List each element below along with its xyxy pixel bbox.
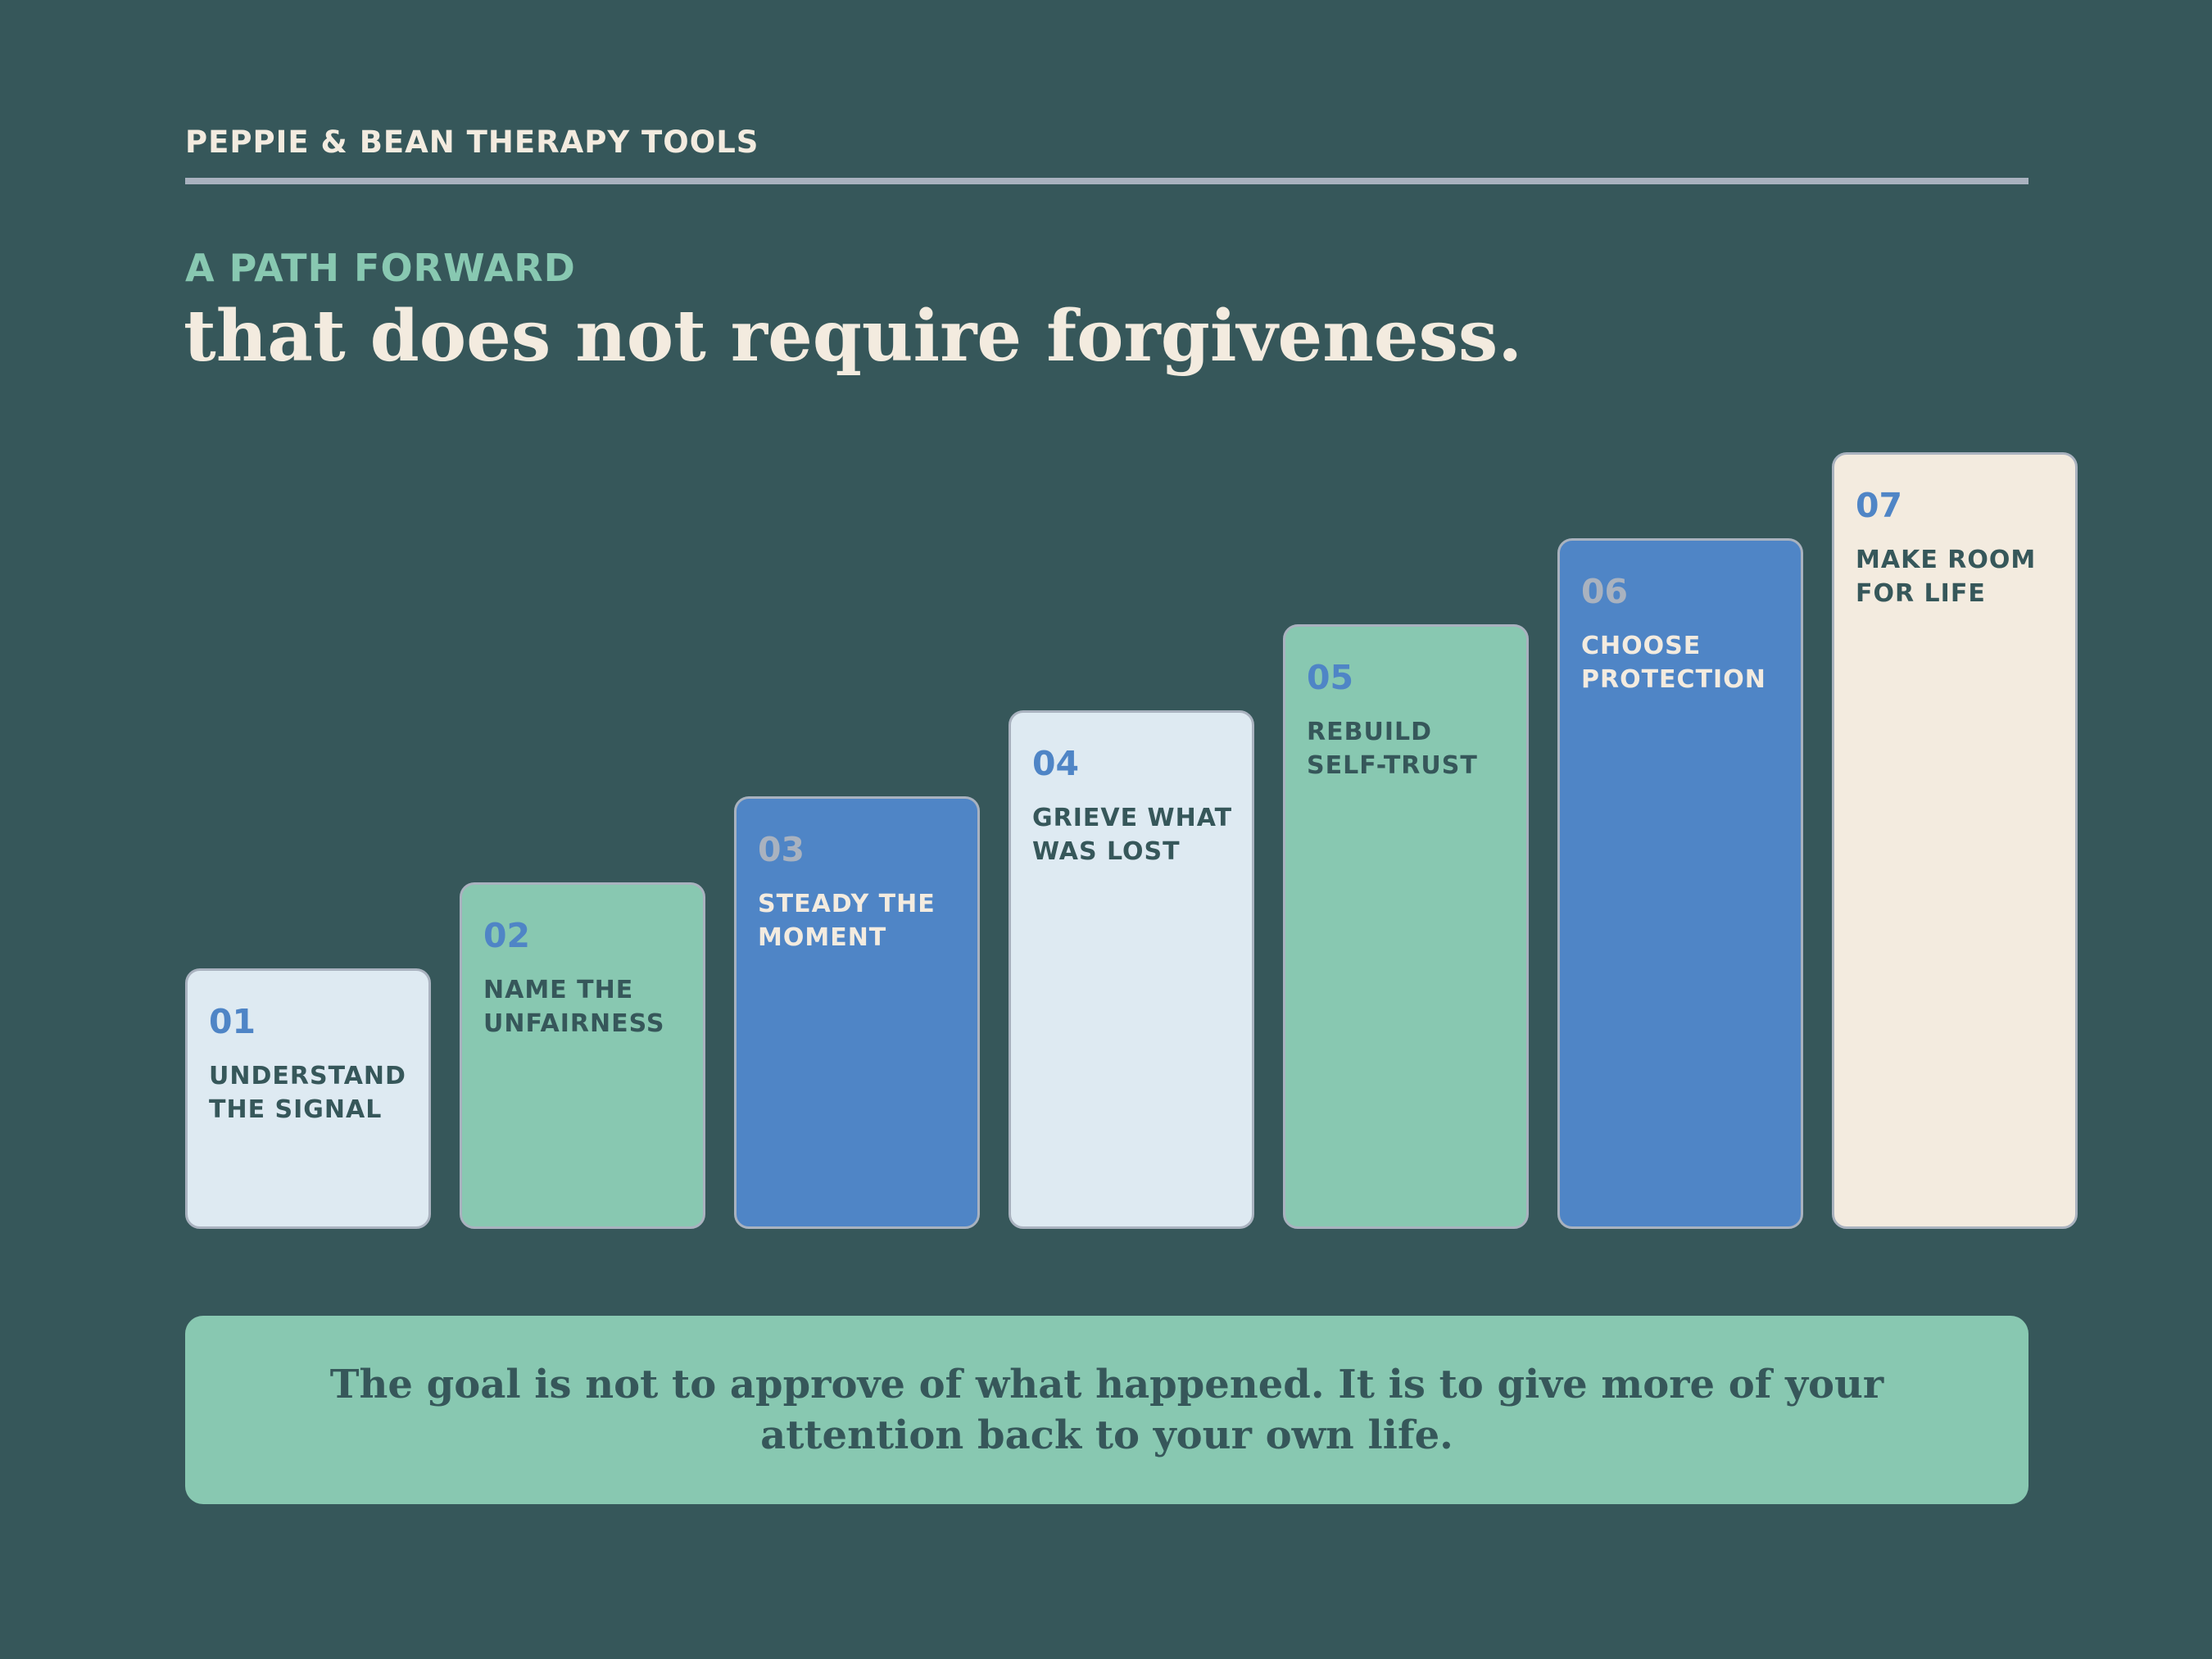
step-number: 07 [1856, 486, 1903, 525]
step-label: CHOOSE PROTECTION [1581, 632, 1766, 694]
step-label: UNDERSTAND THE SIGNAL [209, 1062, 406, 1124]
step-label: REBUILD SELF-TRUST [1307, 718, 1478, 780]
step-label: MAKE ROOM FOR LIFE [1856, 546, 2037, 608]
page-title: that does not require forgiveness. [184, 295, 1523, 378]
step-number: 01 [209, 1002, 256, 1041]
step-card-06: 06 CHOOSE PROTECTION [1557, 538, 1803, 1229]
step-number: 05 [1307, 658, 1354, 697]
callout-box: The goal is not to approve of what happe… [185, 1316, 2028, 1504]
step-card-04: 04 GRIEVE WHAT WAS LOST [1009, 710, 1254, 1229]
step-card-01: 01 UNDERSTAND THE SIGNAL [185, 968, 431, 1229]
step-card-03: 03 STEADY THE MOMENT [734, 796, 980, 1229]
step-card-02: 02 NAME THE UNFAIRNESS [460, 882, 705, 1229]
step-card-07: 07 MAKE ROOM FOR LIFE [1832, 452, 2078, 1229]
step-label: NAME THE UNFAIRNESS [483, 976, 665, 1038]
brand-title: PEPPIE & BEAN THERAPY TOOLS [185, 125, 759, 160]
staircase-diagram: 01 UNDERSTAND THE SIGNAL 02 NAME THE UNFAIR… [185, 452, 2078, 1229]
eyebrow-heading: A PATH FORWARD [185, 246, 576, 290]
step-label: STEADY THE MOMENT [758, 890, 936, 952]
step-number: 06 [1581, 572, 1629, 611]
callout-text: The goal is not to approve of what happe… [329, 1362, 1884, 1458]
step-card-05: 05 REBUILD SELF-TRUST [1283, 624, 1529, 1229]
header-divider [185, 178, 2028, 184]
step-number: 03 [758, 830, 805, 869]
step-label: GRIEVE WHAT WAS LOST [1032, 804, 1233, 866]
step-number: 04 [1032, 744, 1080, 783]
step-number: 02 [483, 916, 531, 955]
